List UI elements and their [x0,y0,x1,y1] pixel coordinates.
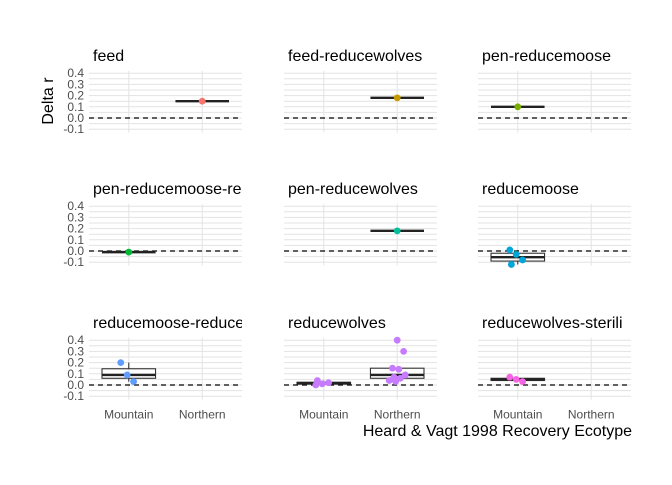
facet-title: reducemoose [482,181,579,198]
facet-title: pen-reducemoose-re [93,181,242,198]
facet-title: feed-reducewolves [288,48,422,65]
data-point [393,94,401,102]
y-tick-label: 0.0 [67,378,84,392]
y-tick-label: 0.1 [67,367,84,381]
data-point [318,380,326,388]
data-point [313,377,321,384]
facet-title: reducewolves [288,315,386,332]
data-point [125,248,133,256]
x-tick-label: Mountain [299,408,348,422]
data-point [514,103,522,111]
data-point [397,374,404,382]
y-tick-label: 0.0 [67,111,84,125]
data-point [123,371,131,379]
y-tick-label: 0.0 [67,244,84,258]
data-point [117,359,125,366]
x-tick-label: Mountain [104,408,153,422]
facet-panel: reducewolves-sterili Mountain Northern [478,315,631,422]
data-point [385,377,393,384]
y-tick-label: 0.2 [67,222,84,236]
y-tick-label: -0.1 [63,255,84,269]
data-point [512,250,520,258]
facet-panel: feed 0.40.30.20.10.0-0.1 [63,48,242,136]
y-tick-label: 0.2 [67,89,84,103]
facet-title: pen-reducewolves [288,181,418,198]
facet-title: pen-reducemoose [482,48,611,65]
data-point [506,373,514,381]
data-point [389,364,396,372]
facet-panel: reducewolves Mountain Northern [284,315,437,422]
facet-panel: feed-reducewolves [284,48,437,133]
facet-panel: pen-reducemoose [478,48,631,133]
y-tick-label: 0.2 [67,356,84,370]
data-point [392,378,400,386]
y-tick-label: 0.1 [67,100,84,114]
facet-panel: reducemoose [478,181,631,268]
y-tick-label: 0.4 [67,333,84,347]
y-tick-label: 0.4 [67,66,84,80]
facet-title: reducewolves-sterili [482,315,623,332]
y-axis-title: Delta r [40,77,57,125]
y-tick-label: -0.1 [63,122,84,136]
data-point [325,379,332,387]
data-point [395,365,403,373]
data-point [519,378,526,386]
facet-panels: feed0.40.30.20.10.0-0.1feed-reducewolves… [63,48,631,422]
y-tick-label: 0.1 [67,233,84,247]
data-point [130,378,137,386]
facet-panel: pen-reducemoose-re 0.40.30.20.10.0-0.1 [63,181,242,269]
data-point [512,376,520,383]
facet-panel: pen-reducewolves [284,181,437,266]
facet-panel: reducemoose-reduce 0.40.30.20.10.0-0.1 Mou… [63,315,244,422]
data-point [198,97,206,105]
data-point [400,348,408,355]
facet-title: reducemoose-reduce [93,315,244,332]
x-axis-title: Heard & Vagt 1998 Recovery Ecotype [363,423,632,440]
data-point [519,256,526,264]
y-tick-label: 0.3 [67,344,84,358]
y-tick-label: -0.1 [63,389,84,403]
facet-title: feed [93,48,124,65]
data-point [401,371,409,379]
y-tick-label: 0.4 [67,199,84,213]
x-tick-label: Mountain [493,408,542,422]
y-tick-label: 0.3 [67,77,84,91]
x-tick-label: Northern [374,408,421,422]
data-point [393,227,401,235]
box-iqr [101,368,157,379]
y-tick-label: 0.3 [67,210,84,224]
x-tick-label: Northern [568,408,615,422]
data-point [507,261,515,268]
data-point [506,246,514,254]
x-tick-label: Northern [179,408,226,422]
data-point [393,336,401,344]
